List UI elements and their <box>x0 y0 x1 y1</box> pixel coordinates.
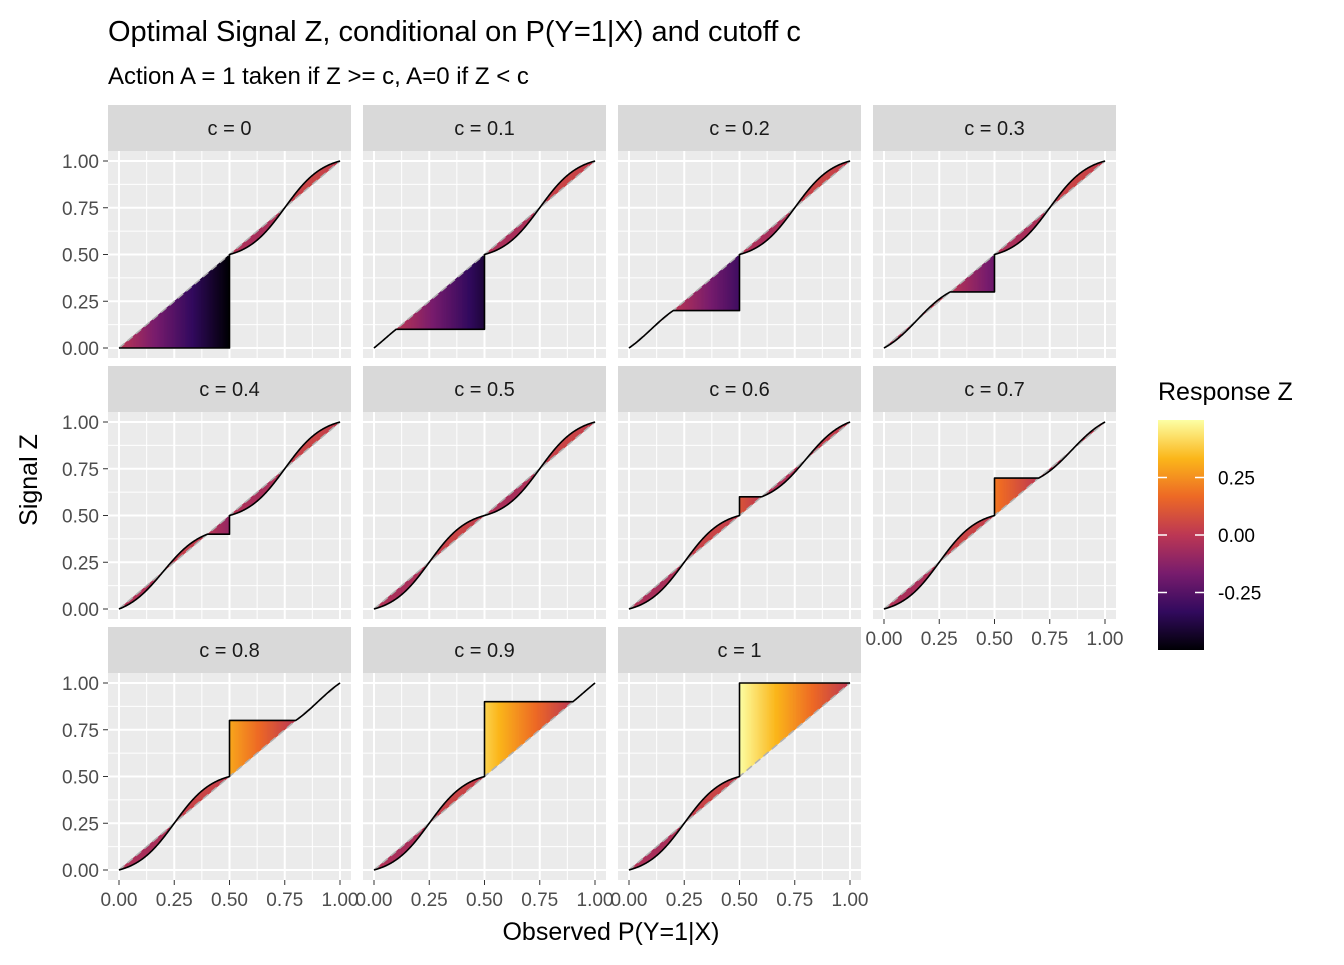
facet-panel: c = 0.5 <box>363 366 606 619</box>
facet-panel: c = 0.8 0.00 0.25 0.50 0.75 1.00 0.00 0.25 0.50 0… <box>62 627 358 911</box>
y-tick-label: 0.75 <box>62 721 99 742</box>
chart-subtitle: Action A = 1 taken if Z >= c, A=0 if Z <… <box>108 63 529 90</box>
facet-panel: c = 0 0.00 0.25 0.50 0.75 1.00 <box>62 105 351 360</box>
facet-panel: c = 0.3 <box>873 105 1116 358</box>
facet-label: c = 0.2 <box>709 118 770 140</box>
y-tick-label: 0.25 <box>62 292 99 313</box>
y-tick-label: 1.00 <box>62 674 99 695</box>
y-tick-label: 0.00 <box>62 861 99 882</box>
color-legend: Response Z 0.25 0.00 -0.25 <box>1158 378 1293 650</box>
x-tick-label: 1.00 <box>1087 629 1124 650</box>
x-tick-label: 0.00 <box>101 890 138 911</box>
x-tick-label: 0.75 <box>1031 629 1068 650</box>
x-tick-label: 0.00 <box>866 629 903 650</box>
x-tick-label: 0.50 <box>211 890 248 911</box>
x-tick-label: 1.00 <box>832 890 869 911</box>
facet-label: c = 0.9 <box>454 640 515 662</box>
chart-title: Optimal Signal Z, conditional on P(Y=1|X… <box>108 16 801 48</box>
y-tick-label: 0.75 <box>62 460 99 481</box>
x-tick-label: 0.75 <box>266 890 303 911</box>
y-axis-title: Signal Z <box>15 434 43 526</box>
y-tick-label: 0.25 <box>62 553 99 574</box>
facet-panel: c = 0.6 <box>618 366 861 619</box>
legend-tick-label: -0.25 <box>1218 584 1261 605</box>
x-tick-label: 0.75 <box>776 890 813 911</box>
facet-panels: c = 0 0.00 0.25 0.50 0.75 1.00 c = 0.1 c = 0.2 c… <box>62 105 1123 911</box>
facet-label: c = 0.6 <box>709 379 770 401</box>
facet-label: c = 0 <box>208 118 252 140</box>
y-tick-label: 0.00 <box>62 339 99 360</box>
facet-panel: c = 0.7 0.00 0.25 0.50 0.75 1.00 <box>866 366 1124 650</box>
legend-title: Response Z <box>1158 378 1293 406</box>
y-tick-label: 0.00 <box>62 600 99 621</box>
facet-panel: c = 1 0.00 0.25 0.50 0.75 1.00 <box>611 627 869 911</box>
facet-label: c = 1 <box>718 640 762 662</box>
facet-label: c = 0.7 <box>964 379 1025 401</box>
x-tick-label: 0.25 <box>156 890 193 911</box>
legend-tick-label: 0.25 <box>1218 469 1255 490</box>
x-axis-title: Observed P(Y=1|X) <box>502 918 719 946</box>
x-tick-label: 0.00 <box>356 890 393 911</box>
x-tick-label: 0.50 <box>976 629 1013 650</box>
facet-label: c = 0.1 <box>454 118 515 140</box>
facet-panel: c = 0.2 <box>618 105 861 358</box>
facet-label: c = 0.8 <box>199 640 260 662</box>
legend-tick-label: 0.00 <box>1218 526 1255 547</box>
x-tick-label: 0.25 <box>666 890 703 911</box>
facet-label: c = 0.4 <box>199 379 260 401</box>
facet-panel: c = 0.4 0.00 0.25 0.50 0.75 1.00 <box>62 366 351 621</box>
y-tick-label: 0.50 <box>62 246 99 267</box>
x-tick-label: 0.50 <box>466 890 503 911</box>
x-tick-label: 0.50 <box>721 890 758 911</box>
y-tick-label: 1.00 <box>62 152 99 173</box>
x-tick-label: 0.25 <box>411 890 448 911</box>
x-tick-label: 0.75 <box>521 890 558 911</box>
y-tick-label: 0.50 <box>62 768 99 789</box>
facet-panel: c = 0.1 <box>363 105 606 358</box>
x-tick-label: 0.00 <box>611 890 648 911</box>
x-tick-label: 1.00 <box>577 890 614 911</box>
y-tick-label: 0.50 <box>62 507 99 528</box>
y-tick-label: 0.25 <box>62 814 99 835</box>
facet-panel: c = 0.9 0.00 0.25 0.50 0.75 1.00 <box>356 627 614 911</box>
y-tick-label: 0.75 <box>62 199 99 220</box>
facet-label: c = 0.3 <box>964 118 1025 140</box>
x-tick-label: 0.25 <box>921 629 958 650</box>
facet-label: c = 0.5 <box>454 379 515 401</box>
x-tick-label: 1.00 <box>322 890 359 911</box>
y-tick-label: 1.00 <box>62 413 99 434</box>
